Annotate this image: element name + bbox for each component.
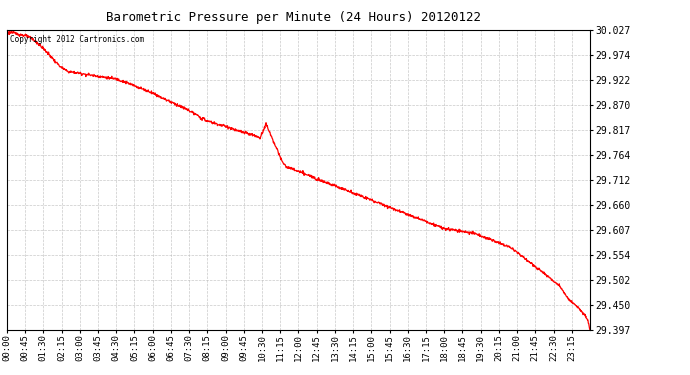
Text: Copyright 2012 Cartronics.com: Copyright 2012 Cartronics.com	[10, 34, 144, 44]
Text: Barometric Pressure per Minute (24 Hours) 20120122: Barometric Pressure per Minute (24 Hours…	[106, 11, 481, 24]
